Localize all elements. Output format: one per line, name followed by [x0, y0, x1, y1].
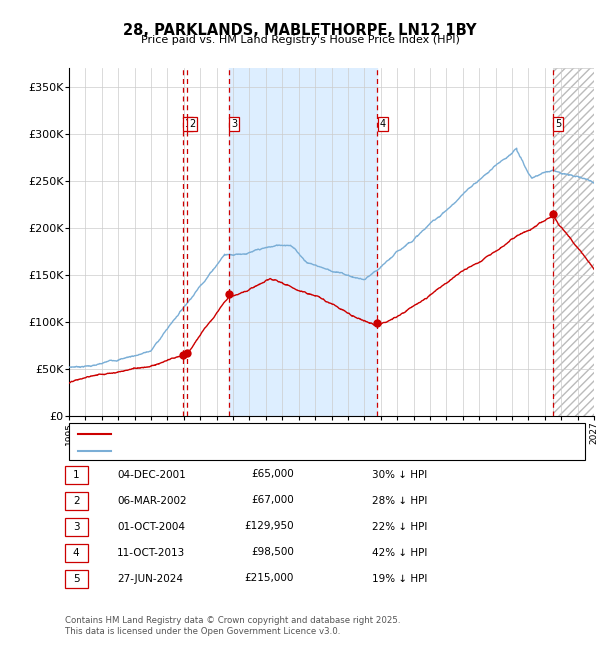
Text: 01-OCT-2004: 01-OCT-2004 — [117, 521, 185, 532]
Text: £65,000: £65,000 — [251, 469, 294, 480]
Text: 5: 5 — [73, 573, 80, 584]
Text: HPI: Average price, detached house, East Lindsey: HPI: Average price, detached house, East… — [118, 446, 365, 456]
Text: 19% ↓ HPI: 19% ↓ HPI — [372, 573, 427, 584]
Text: 28, PARKLANDS, MABLETHORPE, LN12 1BY: 28, PARKLANDS, MABLETHORPE, LN12 1BY — [123, 23, 477, 38]
Text: 3: 3 — [73, 521, 80, 532]
Text: 1: 1 — [185, 119, 191, 129]
Text: 3: 3 — [232, 119, 238, 129]
Text: £67,000: £67,000 — [251, 495, 294, 506]
Text: £98,500: £98,500 — [251, 547, 294, 558]
Text: 06-MAR-2002: 06-MAR-2002 — [117, 495, 187, 506]
Text: 28, PARKLANDS, MABLETHORPE, LN12 1BY (detached house): 28, PARKLANDS, MABLETHORPE, LN12 1BY (de… — [118, 429, 422, 439]
Text: 11-OCT-2013: 11-OCT-2013 — [117, 547, 185, 558]
Text: 27-JUN-2024: 27-JUN-2024 — [117, 573, 183, 584]
Text: 42% ↓ HPI: 42% ↓ HPI — [372, 547, 427, 558]
Text: 28% ↓ HPI: 28% ↓ HPI — [372, 495, 427, 506]
Text: 4: 4 — [380, 119, 386, 129]
Text: £215,000: £215,000 — [245, 573, 294, 584]
Text: 2: 2 — [73, 495, 80, 506]
Text: £129,950: £129,950 — [244, 521, 294, 532]
Text: 30% ↓ HPI: 30% ↓ HPI — [372, 469, 427, 480]
Text: 5: 5 — [555, 119, 562, 129]
Text: 4: 4 — [73, 547, 80, 558]
Bar — [229, 68, 377, 416]
Text: 1: 1 — [73, 469, 80, 480]
Text: Price paid vs. HM Land Registry's House Price Index (HPI): Price paid vs. HM Land Registry's House … — [140, 35, 460, 45]
Text: 2: 2 — [189, 119, 196, 129]
Text: 04-DEC-2001: 04-DEC-2001 — [117, 469, 186, 480]
Text: 22% ↓ HPI: 22% ↓ HPI — [372, 521, 427, 532]
Text: Contains HM Land Registry data © Crown copyright and database right 2025.
This d: Contains HM Land Registry data © Crown c… — [65, 616, 400, 636]
Bar — [553, 68, 594, 416]
